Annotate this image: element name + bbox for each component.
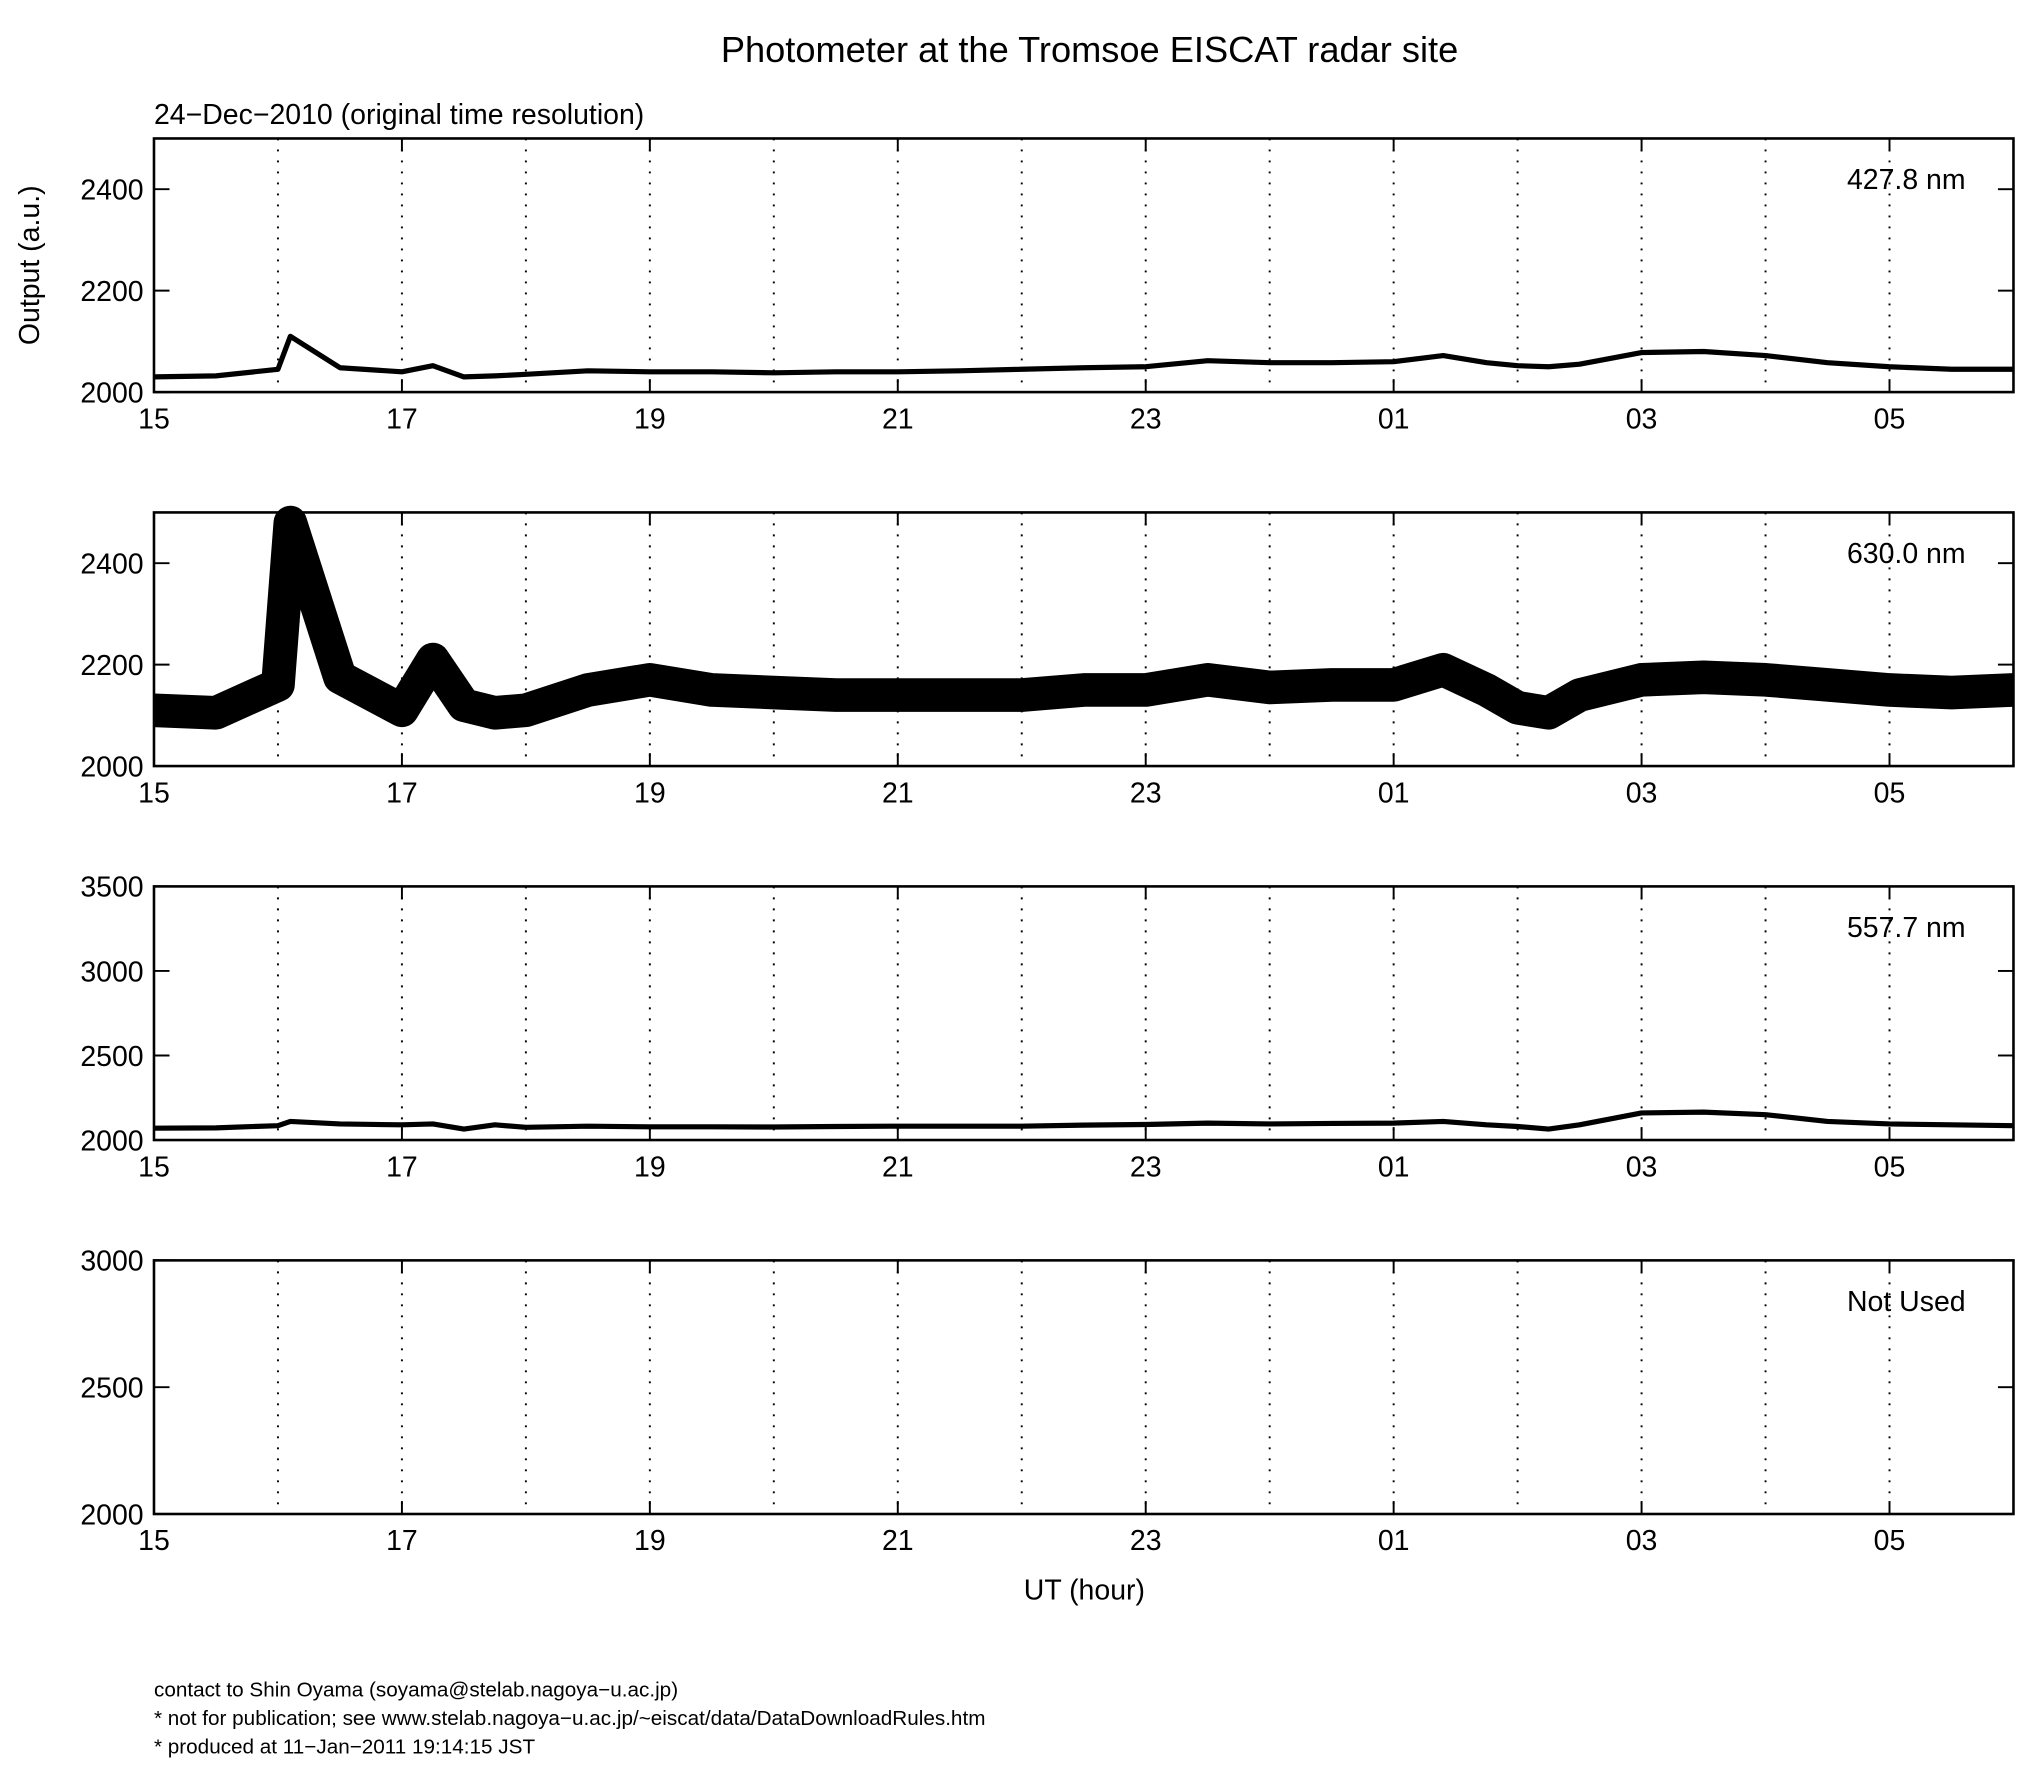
x-tick-label: 17	[386, 1525, 418, 1557]
y-tick-label: 2200	[80, 276, 143, 308]
y-tick-label: 2500	[80, 1373, 143, 1405]
x-tick-label: 05	[1874, 777, 1906, 809]
y-tick-label: 3000	[80, 956, 143, 988]
x-tick-label: 17	[386, 403, 418, 435]
y-tick-label: 2400	[80, 175, 143, 207]
x-tick-label: 21	[882, 1525, 914, 1557]
x-tick-label: 05	[1874, 403, 1906, 435]
series-label: Not Used	[1847, 1286, 1966, 1318]
figure-title: Photometer at the Tromsoe EISCAT radar s…	[721, 29, 1458, 70]
data-line	[153, 1109, 2014, 1132]
plot-frame	[152, 1259, 2015, 1516]
footer-line: contact to Shin Oyama (soyama@stelab.nag…	[154, 1678, 678, 1701]
data-line	[153, 333, 2014, 380]
footer-line: * produced at 11−Jan−2011 19:14:15 JST	[154, 1735, 535, 1758]
footer-line: * not for publication; see www.stelab.na…	[154, 1707, 985, 1730]
x-tick-label: 17	[386, 777, 418, 809]
x-tick-label: 15	[138, 1151, 170, 1183]
y-tick-label: 2000	[80, 377, 143, 409]
x-tick-label: 05	[1874, 1525, 1906, 1557]
x-tick-label: 23	[1130, 1151, 1162, 1183]
y-tick-label: 2200	[80, 650, 143, 682]
x-tick-label: 21	[882, 1151, 914, 1183]
x-tick-label: 03	[1626, 1151, 1658, 1183]
y-tick-label: 3500	[80, 872, 143, 904]
x-tick-label: 23	[1130, 1525, 1162, 1557]
x-tick-label: 01	[1378, 1151, 1410, 1183]
y-tick-label: 2000	[80, 1125, 143, 1157]
series-label: 557.7 nm	[1847, 912, 1966, 944]
y-tick-label: 3000	[80, 1246, 143, 1278]
x-tick-label: 17	[386, 1151, 418, 1183]
x-tick-label: 05	[1874, 1151, 1906, 1183]
x-tick-label: 23	[1130, 403, 1162, 435]
x-tick-label: 19	[634, 403, 666, 435]
series-label: 427.8 nm	[1847, 164, 1966, 196]
x-tick-label: 03	[1626, 777, 1658, 809]
x-tick-label: 19	[634, 1151, 666, 1183]
y-tick-label: 2000	[80, 1499, 143, 1531]
y-tick-label: 2400	[80, 549, 143, 581]
x-tick-label: 21	[882, 777, 914, 809]
y-tick-label: 2000	[80, 751, 143, 783]
x-tick-label: 01	[1378, 777, 1410, 809]
x-tick-label: 15	[138, 777, 170, 809]
x-tick-label: 01	[1378, 1525, 1410, 1557]
y-axis-label: Output (a.u.)	[14, 185, 46, 345]
x-tick-label: 01	[1378, 403, 1410, 435]
series-label: 630.0 nm	[1847, 538, 1966, 570]
y-tick-label: 2500	[80, 1041, 143, 1073]
x-tick-label: 15	[138, 403, 170, 435]
x-axis-label: UT (hour)	[1024, 1574, 1145, 1606]
subtitle: 24−Dec−2010 (original time resolution)	[154, 99, 644, 131]
x-tick-label: 19	[634, 1525, 666, 1557]
x-tick-label: 19	[634, 777, 666, 809]
x-tick-label: 15	[138, 1525, 170, 1557]
plot-frame	[152, 885, 2015, 1142]
x-tick-label: 21	[882, 403, 914, 435]
x-tick-label: 03	[1626, 403, 1658, 435]
plot-frame	[152, 137, 2015, 394]
data-line	[153, 505, 2015, 730]
x-tick-label: 23	[1130, 777, 1162, 809]
x-tick-label: 03	[1626, 1525, 1658, 1557]
plot-frame	[152, 511, 2015, 768]
